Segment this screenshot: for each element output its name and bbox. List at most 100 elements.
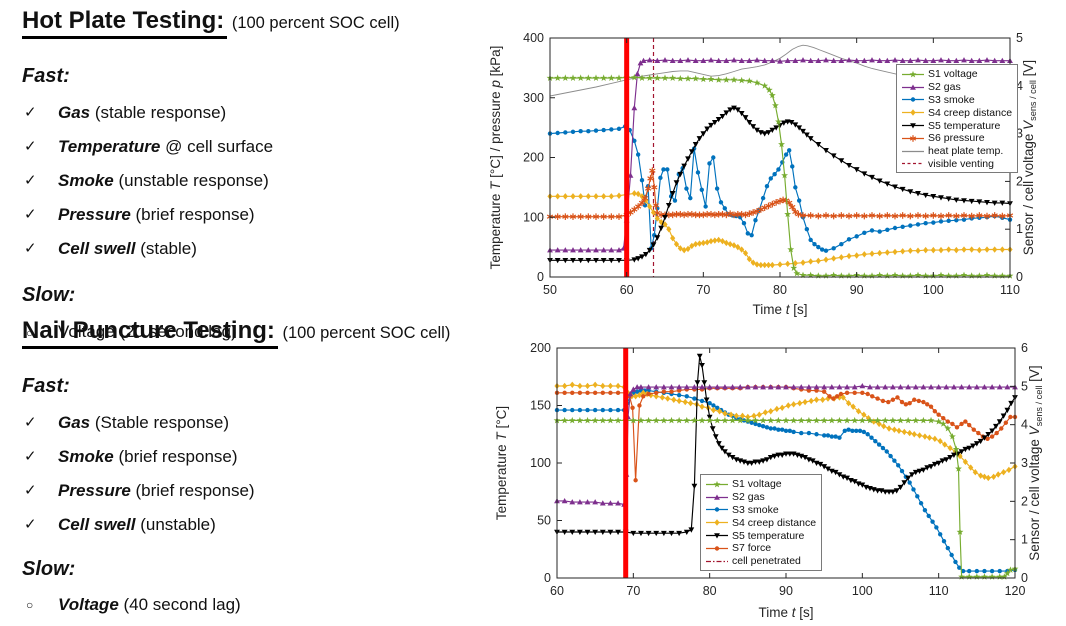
svg-text:Sensor / cell voltage Vsens /: Sensor / cell voltage Vsens / cell [V] <box>1021 60 1038 255</box>
svg-text:100: 100 <box>530 456 551 470</box>
legend-marker-icon <box>706 546 728 551</box>
item-keyword: Temperature <box>58 137 161 156</box>
legend-entry: cell penetrated <box>705 555 816 568</box>
item-keyword: Smoke <box>58 447 114 466</box>
item-keyword: Gas <box>58 413 91 432</box>
hot-plate-chart-legend: S1 voltage S2 gas S3 smoke S4 creep distanc… <box>896 64 1019 174</box>
svg-text:50: 50 <box>543 283 557 297</box>
svg-text:110: 110 <box>1000 283 1020 297</box>
legend-entry: S4 creep distance <box>705 516 816 529</box>
legend-label: S7 force <box>732 542 772 555</box>
svg-text:Temperature T [°C] / pressure: Temperature T [°C] / pressure p [kPa] <box>488 46 503 270</box>
legend-marker-icon <box>902 150 924 152</box>
section-heading: Nail Puncture Testing: (100 percent SOC … <box>22 316 484 349</box>
legend-marker-icon <box>902 84 924 90</box>
svg-text:5: 5 <box>1016 31 1023 45</box>
legend-entry: S5 temperature <box>901 119 1012 132</box>
circle-bullet-icon: ○ <box>26 621 33 626</box>
legend-label: S4 creep distance <box>732 516 817 529</box>
item-text: (stable response) <box>90 103 227 122</box>
legend-entry: visible venting <box>901 158 1012 171</box>
svg-text:0: 0 <box>1021 571 1028 585</box>
section-nail-puncture-testing: Nail Puncture Testing: (100 percent SOC … <box>22 316 484 626</box>
svg-text:1: 1 <box>1021 533 1028 547</box>
section-hot-plate-testing: Hot Plate Testing: (100 percent SOC cell… <box>22 6 484 349</box>
text-column: Hot Plate Testing: (100 percent SOC cell… <box>22 6 484 614</box>
svg-text:0: 0 <box>1016 270 1023 284</box>
legend-label: S3 smoke <box>732 503 779 516</box>
legend-marker-icon <box>706 519 728 526</box>
svg-text:200: 200 <box>530 341 551 355</box>
item-keyword: Cell swell <box>58 515 136 534</box>
fast-list-nail: ✓ Gas (Stable response) ✓ Smoke (brief resp… <box>22 406 484 542</box>
legend-marker-icon <box>706 533 728 539</box>
svg-text:6: 6 <box>1021 341 1028 355</box>
item-text: (unstable) <box>135 515 216 534</box>
legend-entry: S2 gas <box>705 491 816 504</box>
legend-entry: S3 smoke <box>901 94 1012 107</box>
section-heading: Hot Plate Testing: (100 percent SOC cell… <box>22 6 484 39</box>
svg-text:70: 70 <box>626 584 640 598</box>
svg-text:Time t [s]: Time t [s] <box>758 605 813 620</box>
svg-text:2: 2 <box>1016 174 1023 188</box>
svg-text:0: 0 <box>537 270 544 284</box>
item-keyword: Smoke <box>58 171 114 190</box>
svg-text:3: 3 <box>1021 456 1028 470</box>
item-text: (brief response) <box>130 205 255 224</box>
legend-label: S5 temperature <box>928 119 1001 132</box>
legend-marker-icon <box>902 123 924 129</box>
legend-label: S5 temperature <box>732 529 805 542</box>
section-subtitle: (100 percent SOC cell) <box>227 14 400 32</box>
legend-marker-icon <box>902 135 924 142</box>
svg-text:80: 80 <box>773 283 787 297</box>
nail-puncture-chart-legend: S1 voltage S2 gas S3 smoke S4 creep distanc… <box>700 474 823 571</box>
checklist-item: ○ Voltage (40 second lag) <box>22 589 484 620</box>
svg-text:4: 4 <box>1021 418 1028 432</box>
item-keyword: Cell swell <box>58 239 136 258</box>
checklist-item: ✓ Pressure (brief response) <box>22 198 484 232</box>
svg-text:3: 3 <box>1016 127 1023 141</box>
item-text: (40 second lag) <box>118 595 241 614</box>
legend-entry: S1 voltage <box>901 68 1012 81</box>
item-keyword: Pressure <box>58 205 131 224</box>
legend-label: S2 gas <box>928 81 961 94</box>
slow-label: Slow: <box>22 284 76 306</box>
checklist-item: ○ Voltage (20 second lag) <box>22 315 484 349</box>
svg-text:Time t [s]: Time t [s] <box>752 302 807 317</box>
item-keyword: Voltage <box>58 595 119 614</box>
slow-list-hot-plate: ○ Voltage (20 second lag) <box>22 315 484 349</box>
section-title: Nail Puncture Testing: <box>22 316 278 349</box>
svg-text:90: 90 <box>779 584 793 598</box>
svg-text:100: 100 <box>523 210 544 224</box>
svg-text:150: 150 <box>530 399 551 413</box>
svg-text:2: 2 <box>1021 494 1028 508</box>
svg-text:Sensor / cell voltage Vsens /: Sensor / cell voltage Vsens / cell [V] <box>1027 365 1044 560</box>
legend-label: cell penetrated <box>732 555 801 568</box>
check-icon: ✓ <box>24 138 37 155</box>
svg-text:0: 0 <box>544 571 551 585</box>
svg-text:110: 110 <box>929 584 949 598</box>
svg-text:100: 100 <box>852 584 873 598</box>
checklist-item: ✓ Cell swell (unstable) <box>22 508 484 542</box>
checklist-item: ✓ Gas (stable response) <box>22 96 484 130</box>
legend-label: S3 smoke <box>928 93 975 106</box>
legend-label: S6 pressure <box>928 132 985 145</box>
legend-marker-icon <box>706 480 728 488</box>
item-text: (stable) <box>135 239 197 258</box>
legend-marker-icon <box>902 97 924 103</box>
section-subtitle: (100 percent SOC cell) <box>277 324 451 342</box>
item-text: @ cell surface <box>160 137 274 156</box>
check-icon: ✓ <box>24 414 37 431</box>
check-icon: ✓ <box>24 240 37 257</box>
svg-text:70: 70 <box>696 283 710 297</box>
legend-entry: S5 temperature <box>705 529 816 542</box>
legend-entry: S7 force <box>705 542 816 555</box>
circle-bullet-icon: ○ <box>26 598 34 612</box>
legend-label: S2 gas <box>732 491 765 504</box>
check-icon: ✓ <box>24 448 37 465</box>
circle-bullet-icon: ○ <box>26 326 34 340</box>
checklist-item: ✓ Smoke (brief response) <box>22 440 484 474</box>
svg-text:50: 50 <box>537 514 551 528</box>
legend-marker-icon <box>902 163 924 165</box>
